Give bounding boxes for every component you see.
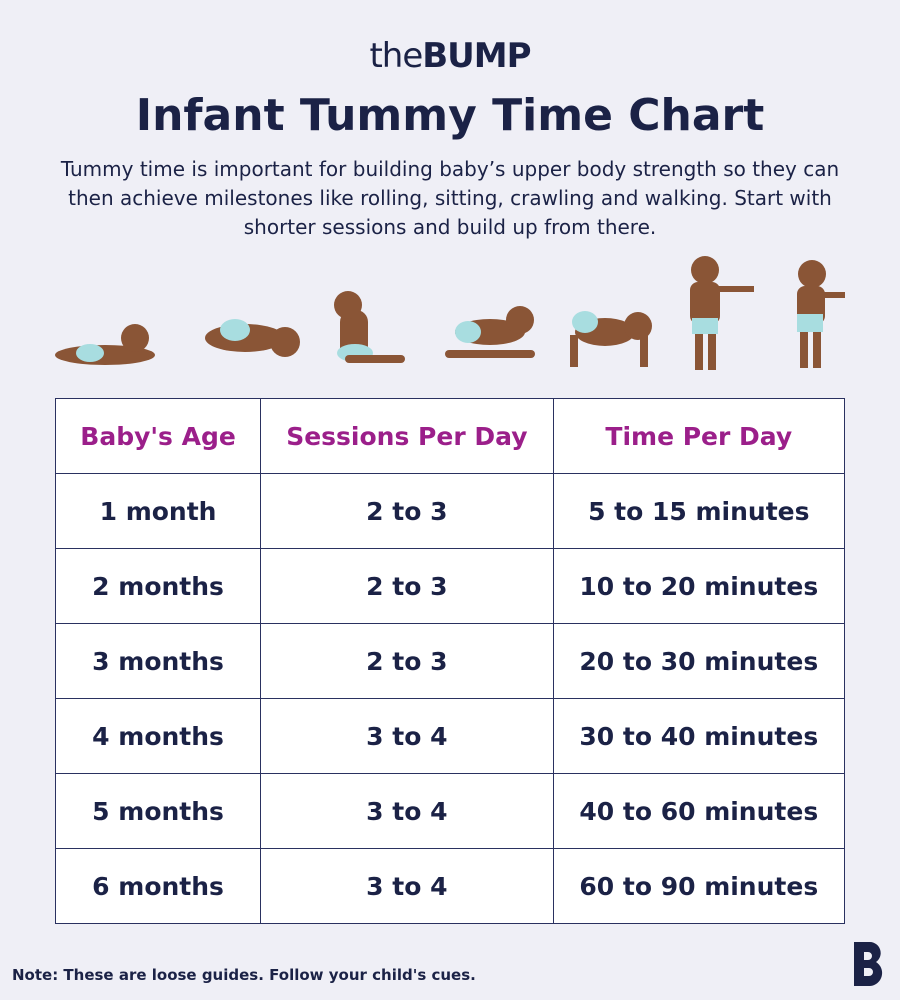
table-cell: 1 month: [54, 473, 262, 549]
column-header: Time Per Day: [552, 398, 846, 474]
logo-prefix: the: [369, 36, 423, 76]
logo-mark: [854, 942, 883, 986]
table-cell: 4 months: [54, 698, 262, 774]
table-cell: 60 to 90 minutes: [552, 848, 846, 924]
table-cell: 3 to 4: [260, 773, 554, 849]
table-cell: 40 to 60 minutes: [552, 773, 846, 849]
table-row: 4 months 3 to 4 30 to 40 minutes: [54, 698, 846, 774]
table-cell: 3 to 4: [260, 698, 554, 774]
logo-brand: BUMP: [422, 36, 531, 76]
table-cell: 10 to 20 minutes: [552, 548, 846, 624]
table-row: 3 months 2 to 3 20 to 30 minutes: [54, 623, 846, 699]
table-cell: 30 to 40 minutes: [552, 698, 846, 774]
header-row: Baby's Age Sessions Per Day Time Per Day: [54, 398, 846, 474]
table-cell: 2 months: [54, 548, 262, 624]
logo: theBUMP: [0, 36, 900, 76]
table-cell: 2 to 3: [260, 473, 554, 549]
baby-illustrations: [55, 256, 845, 370]
logo-b-shape: [854, 942, 883, 986]
table-row: 2 months 2 to 3 10 to 20 minutes: [54, 548, 846, 624]
note: Note: These are loose guides. Follow you…: [12, 966, 476, 984]
table-cell: 2 to 3: [260, 623, 554, 699]
tummy-time-table: Baby's Age Sessions Per Day Time Per Day 1 …: [54, 398, 846, 924]
table-cell: 3 months: [54, 623, 262, 699]
babies: [55, 256, 845, 370]
column-header: Baby's Age: [54, 398, 262, 474]
description: Tummy time is important for building bab…: [60, 157, 840, 239]
table-cell: 2 to 3: [260, 548, 554, 624]
column-header: Sessions Per Day: [260, 398, 554, 474]
table-cell: 5 to 15 minutes: [552, 473, 846, 549]
table-cell: 5 months: [54, 773, 262, 849]
title: Infant Tummy Time Chart: [135, 90, 765, 141]
table-row: 6 months 3 to 4 60 to 90 minutes: [54, 848, 846, 924]
table-cell: 6 months: [54, 848, 262, 924]
table-cell: 20 to 30 minutes: [552, 623, 846, 699]
table-row: 5 months 3 to 4 40 to 60 minutes: [54, 773, 846, 849]
table-cell: 3 to 4: [260, 848, 554, 924]
